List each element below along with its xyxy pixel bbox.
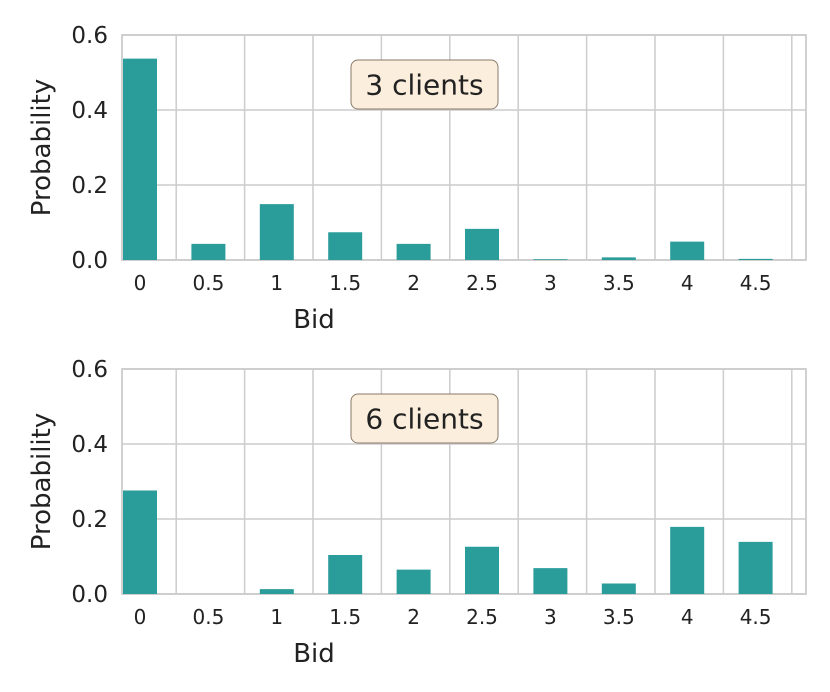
x-tick-label: 3.5 [603,271,635,295]
bar-4 [670,526,705,594]
y-tick-label: 0.2 [71,173,108,199]
bar-1 [259,204,294,260]
x-tick-label: 0 [134,271,147,295]
x-tick-label: 1 [270,605,283,629]
y-axis-label: Probability [27,79,57,216]
bar-4 [670,241,705,260]
y-tick-label: 0.0 [71,248,108,274]
bar-0 [123,58,157,260]
bar-2.5 [465,228,499,260]
bar-2.5 [465,546,499,594]
x-tick-label: 2.5 [466,271,498,295]
annotation-box [350,393,499,444]
bar-3 [533,259,568,260]
bar-0.5 [191,243,226,260]
x-tick-label: 3 [544,271,557,295]
x-tick-label: 2 [407,605,420,629]
y-tick-label: 0.2 [71,507,108,533]
chart-panel-6-clients: 0.0 0.2 0.4 0.6 0 0.5 1 1.5 2 2.5 3 3.5 4 4.5 Bid Proba… [27,357,807,669]
x-tick-label: 1.5 [329,605,361,629]
x-tick-label: 2.5 [466,605,498,629]
x-tick-label: 4 [681,271,694,295]
x-tick-label: 4.5 [740,605,772,629]
bar-0 [123,490,157,594]
bar-1.5 [328,232,363,260]
y-tick-label: 0.6 [71,23,108,49]
y-tick-label: 0.4 [71,432,108,458]
bar-4.5 [738,258,773,260]
x-tick-label: 0.5 [192,605,224,629]
x-axis-label: Bid [293,639,335,669]
bar-1.5 [328,555,363,594]
x-tick-label: 0 [134,605,147,629]
x-tick-label: 4 [681,605,694,629]
x-tick-label: 0.5 [192,271,224,295]
plot-frame [121,34,807,261]
x-tick-label: 3 [544,605,557,629]
y-axis-label: Probability [27,413,57,550]
x-tick-label: 1.5 [329,271,361,295]
plot-frame [121,368,807,595]
bar-1 [259,589,294,594]
bar-2 [396,243,431,260]
chart-panel-3-clients: 0.0 0.2 0.4 0.6 0 0.5 1 1.5 2 2.5 3 3.5 4 4.5 Bid Proba… [27,23,807,335]
annotation-label: 6 clients [365,403,483,436]
bar-3.5 [601,583,636,594]
y-tick-label: 0.6 [71,357,108,383]
bar-4.5 [738,541,773,594]
annotation-box [350,59,499,110]
x-tick-label: 1 [270,271,283,295]
y-tick-label: 0.4 [71,98,108,124]
bar-2 [396,569,431,594]
x-tick-label: 3.5 [603,605,635,629]
x-tick-label: 4.5 [740,271,772,295]
x-tick-label: 2 [407,271,420,295]
bar-3 [533,568,568,594]
annotation-label: 3 clients [365,69,483,102]
y-tick-label: 0.0 [71,582,108,608]
bar-3.5 [601,257,636,260]
x-axis-label: Bid [293,305,335,335]
